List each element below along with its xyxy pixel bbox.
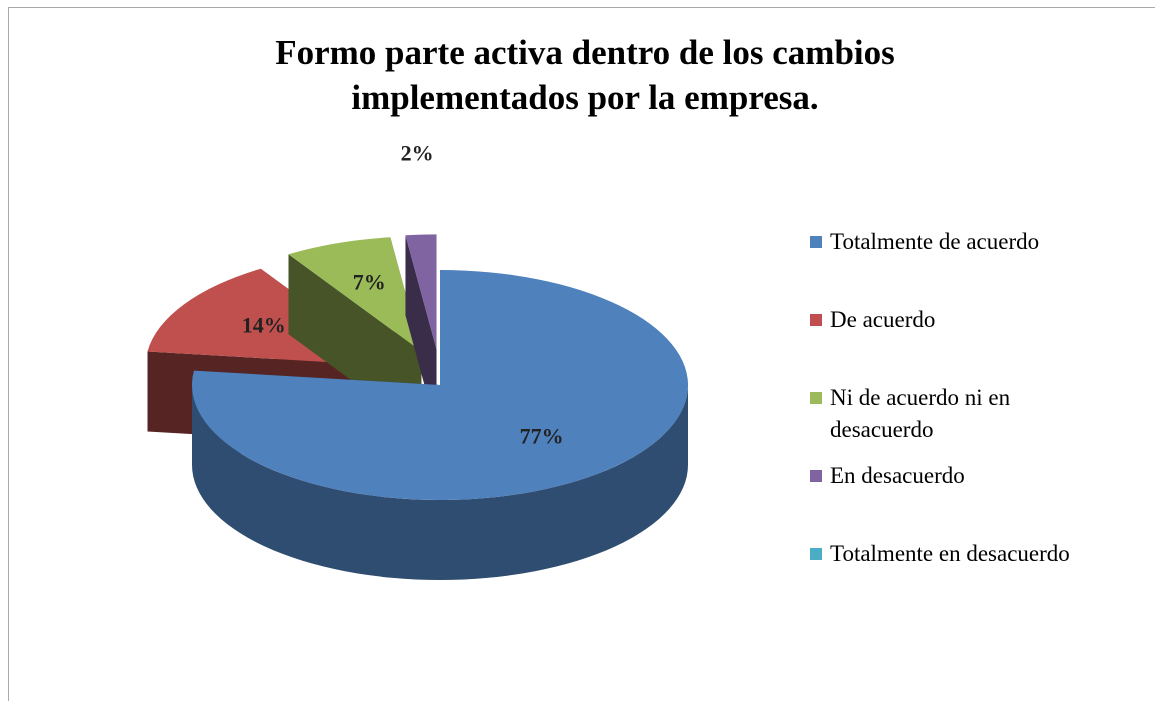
- legend-label: Ni de acuerdo ni en desacuerdo: [830, 385, 1011, 442]
- legend-swatch: [810, 236, 822, 248]
- legend-swatch: [810, 548, 822, 560]
- legend-item: Ni de acuerdo ni en desacuerdo: [810, 382, 1070, 446]
- pie-slice: [191, 270, 688, 580]
- data-label: 7%: [353, 269, 386, 294]
- slice-top: [191, 270, 688, 500]
- legend-label: En desacuerdo: [830, 463, 965, 488]
- slice-top: [405, 234, 437, 350]
- slice-top: [288, 237, 422, 352]
- legend-item: Totalmente en desacuerdo: [810, 538, 1070, 570]
- frame: [8, 7, 1155, 701]
- pie-slice: [405, 234, 437, 430]
- legend-swatch: [810, 314, 822, 326]
- legend-label: De acuerdo: [830, 307, 936, 332]
- slice-outer-wall: [192, 385, 688, 580]
- legend-item: En desacuerdo: [810, 460, 965, 492]
- legend-item: De acuerdo: [810, 304, 935, 336]
- pie-chart: 14% 7% 2% 77%: [147, 141, 688, 580]
- legend-swatch: [810, 392, 822, 404]
- data-label: 14%: [242, 313, 286, 338]
- chart-title: Formo parte activa dentro de los cambios…: [275, 33, 895, 117]
- data-label: 2%: [401, 141, 434, 166]
- data-label: 77%: [520, 424, 564, 449]
- legend-label: Totalmente de acuerdo: [830, 229, 1040, 254]
- legend-item: Totalmente de acuerdo: [810, 226, 1039, 258]
- legend-swatch: [810, 470, 822, 482]
- legend-label: Totalmente en desacuerdo: [830, 541, 1070, 566]
- slice-side-wall: [405, 235, 437, 430]
